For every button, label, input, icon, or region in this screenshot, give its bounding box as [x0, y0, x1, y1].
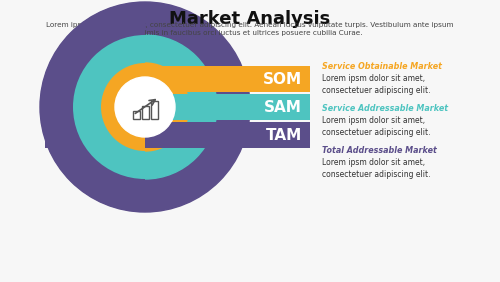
Text: Lorem ipsm dolor sit amet,
consectetuer adipiscing elit.: Lorem ipsm dolor sit amet, consectetuer … — [322, 116, 430, 137]
Circle shape — [101, 63, 189, 151]
Text: Market Analysis: Market Analysis — [170, 10, 330, 28]
Bar — [78, 94, 310, 120]
Text: Total Addressable Market: Total Addressable Market — [322, 146, 437, 155]
Wedge shape — [73, 35, 145, 179]
Wedge shape — [40, 2, 145, 212]
Bar — [151, 101, 158, 119]
Bar — [45, 122, 310, 148]
Circle shape — [40, 2, 250, 212]
Circle shape — [115, 77, 175, 137]
Text: TAM: TAM — [266, 127, 302, 142]
Text: SAM: SAM — [264, 100, 302, 114]
Text: Lorem ipsm dolor sit amet,
consectetuer adipiscing elit.: Lorem ipsm dolor sit amet, consectetuer … — [322, 74, 430, 95]
Text: Service Obtainable Market: Service Obtainable Market — [322, 62, 442, 71]
Bar — [142, 106, 149, 119]
Wedge shape — [101, 63, 145, 151]
Circle shape — [73, 35, 217, 179]
Bar — [133, 111, 140, 119]
Text: Lorem ipsum dolor sit amet, consectetuer adipiscing elit. Aenean luctus vulputat: Lorem ipsum dolor sit amet, consectetuer… — [46, 22, 454, 36]
Text: Lorem ipsm dolor sit amet,
consectetuer adipiscing elit.: Lorem ipsm dolor sit amet, consectetuer … — [322, 158, 430, 179]
Text: SOM: SOM — [263, 72, 302, 87]
Circle shape — [115, 77, 175, 137]
Text: Service Addressable Market: Service Addressable Market — [322, 104, 448, 113]
Bar — [106, 66, 310, 92]
